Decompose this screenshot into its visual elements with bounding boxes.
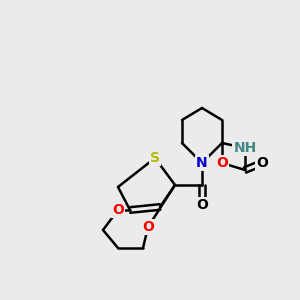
Text: O: O bbox=[196, 198, 208, 212]
Text: O: O bbox=[216, 156, 228, 170]
Text: O: O bbox=[256, 156, 268, 170]
Text: O: O bbox=[112, 203, 124, 217]
Text: N: N bbox=[196, 156, 208, 170]
Text: O: O bbox=[142, 220, 154, 234]
Text: S: S bbox=[150, 151, 160, 165]
Text: NH: NH bbox=[233, 141, 256, 155]
